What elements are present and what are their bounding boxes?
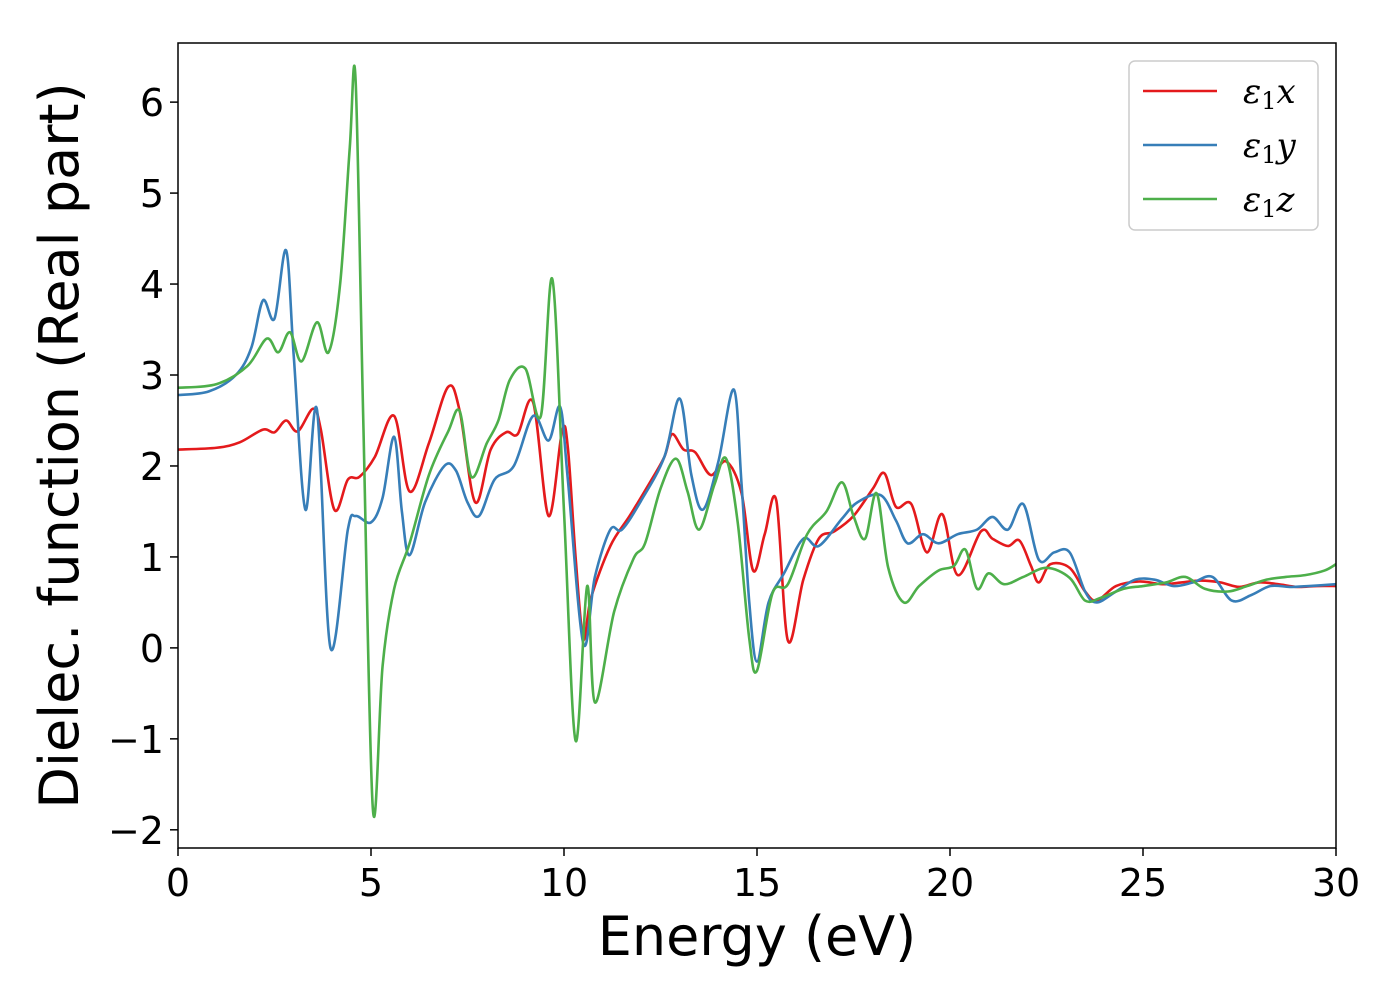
y-tick-label: −2: [108, 809, 164, 853]
y-tick-label: −1: [108, 718, 164, 762]
y-tick-label: 0: [140, 627, 164, 671]
x-tick-label: 10: [540, 861, 588, 905]
x-tick-label: 25: [1119, 861, 1167, 905]
y-axis-label: Dielec. function (Real part): [28, 82, 91, 808]
x-axis-ticks: 0 5 10 15 20 25 30: [166, 848, 1360, 905]
legend-label: ε1z: [1243, 180, 1296, 223]
series-line-y: [178, 249, 1336, 663]
legend-label: ε1x: [1243, 72, 1296, 115]
x-tick-label: 20: [926, 861, 974, 905]
series-layer: [178, 64, 1336, 819]
x-tick-label: 0: [166, 861, 190, 905]
legend-box: [1128, 60, 1319, 231]
x-tick-label: 5: [359, 861, 383, 905]
x-axis-label: Energy (eV): [598, 905, 917, 968]
y-tick-label: 3: [140, 354, 164, 398]
y-tick-label: 1: [140, 536, 164, 580]
x-tick-label: 30: [1312, 861, 1360, 905]
y-tick-label: 5: [140, 172, 164, 216]
y-tick-label: 4: [140, 263, 164, 307]
legend: ε1x ε1y ε1z: [1128, 60, 1319, 231]
y-tick-label: 6: [140, 81, 164, 125]
x-tick-label: 15: [733, 861, 781, 905]
legend-label: ε1y: [1243, 126, 1297, 169]
series-line-z: [178, 64, 1336, 819]
y-axis-ticks: −2 −1 0 1 2 3 4 5 6: [108, 81, 178, 853]
y-tick-label: 2: [140, 445, 164, 489]
